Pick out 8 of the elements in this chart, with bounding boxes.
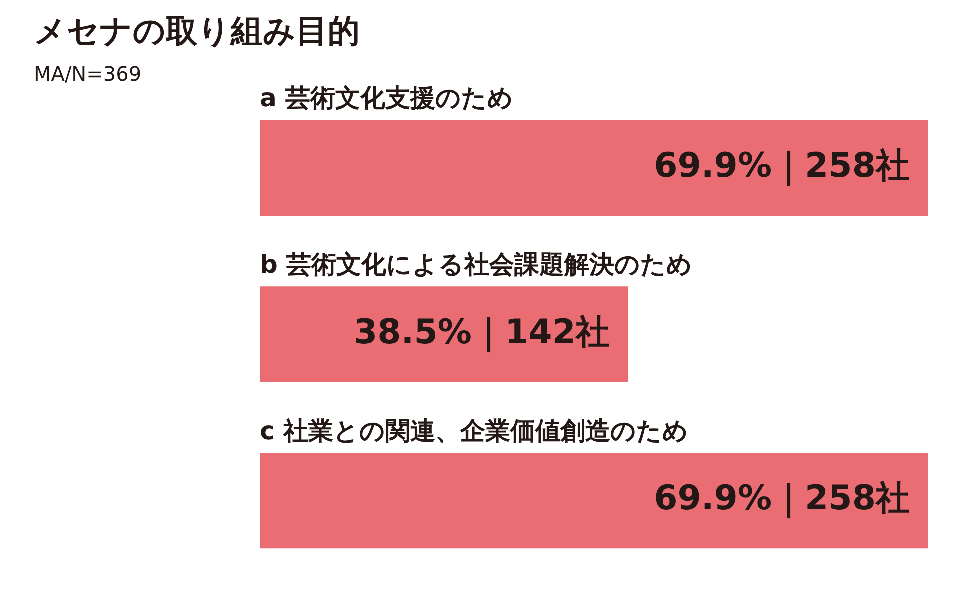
text: MA/N=369: [34, 62, 142, 86]
y-tick-label: a 芸術文化支援のため: [260, 84, 514, 113]
data-label: 69.9%｜258社: [654, 146, 910, 187]
data-label: 69.9%｜258社: [654, 478, 910, 520]
y-tick-label: c 社業との関連、企業価値創造のため: [260, 416, 689, 446]
chart-title: メセナの取り組み目的: [34, 11, 360, 52]
y-tick-label: b 芸術文化による社会課題解決のため: [260, 250, 693, 279]
data-label: 38.5%｜142社: [354, 312, 610, 354]
